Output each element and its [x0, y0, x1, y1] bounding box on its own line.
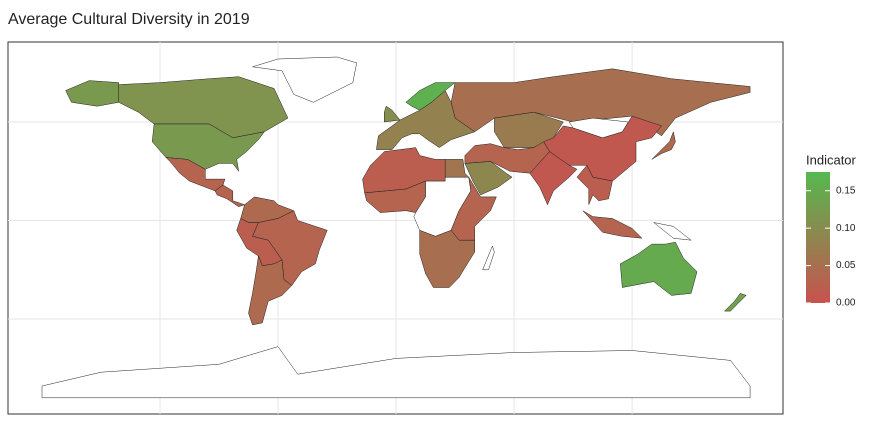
region [384, 105, 401, 123]
region [582, 210, 643, 239]
region [529, 151, 578, 206]
colorbar-tick-label: 0.00 [836, 298, 856, 309]
region [464, 141, 550, 174]
colorbar-tick-label: 0.10 [836, 223, 856, 234]
colorbar-tick-label: 0.15 [836, 185, 856, 196]
chart-title: Average Cultural Diversity in 2019 [8, 11, 250, 28]
legend-title: Indicator [806, 152, 857, 167]
region [248, 255, 293, 326]
no-data-region [41, 346, 751, 399]
region [405, 82, 456, 111]
no-data-region [482, 245, 495, 271]
region [723, 293, 747, 312]
region [543, 115, 663, 182]
region [620, 241, 698, 296]
colorbar [806, 172, 830, 303]
region [444, 159, 470, 178]
region [464, 161, 513, 196]
region [419, 229, 475, 288]
no-data-region [568, 117, 629, 139]
no-data-region [653, 222, 692, 241]
colorbar-tick-label: 0.05 [836, 260, 856, 271]
region [576, 164, 613, 205]
no-data-region [252, 56, 357, 103]
region [651, 130, 676, 160]
region [65, 80, 119, 107]
